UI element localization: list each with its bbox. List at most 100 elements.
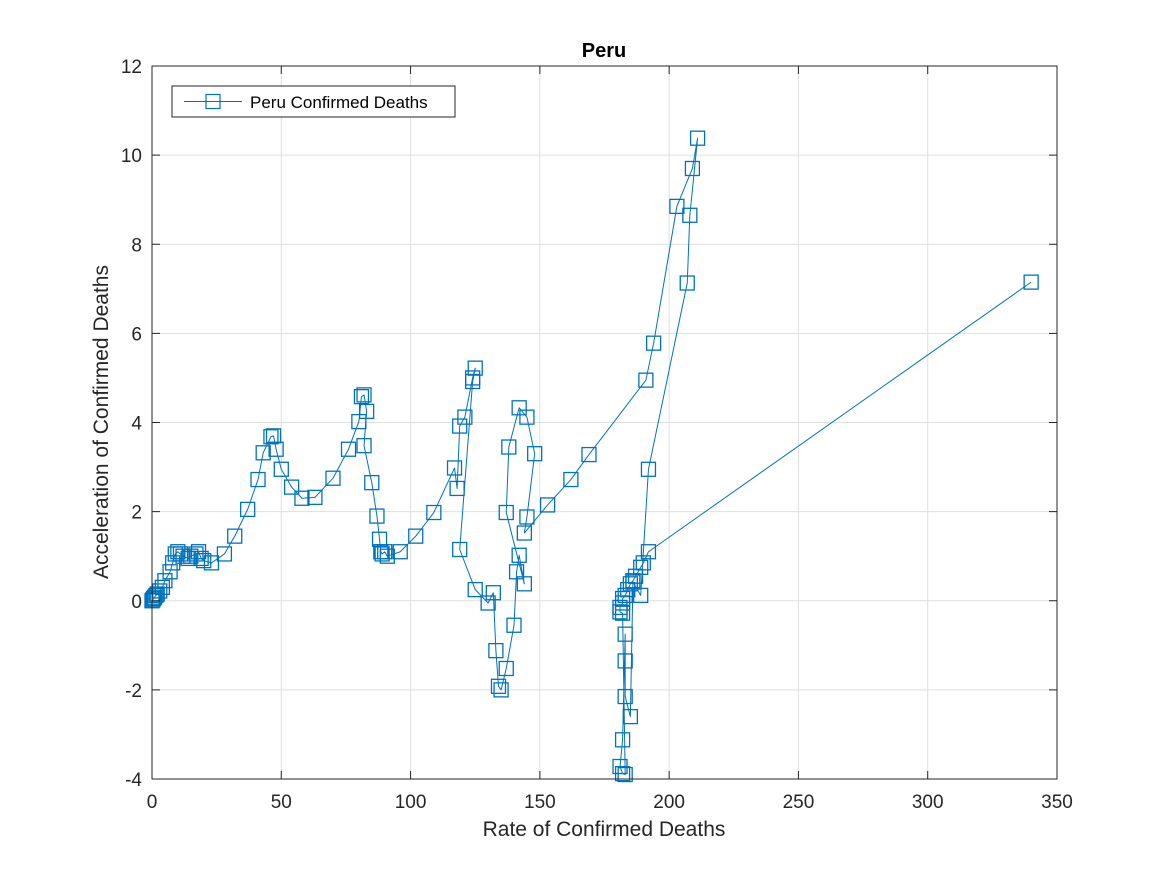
data-point-marker	[614, 605, 631, 621]
data-point-marker	[498, 504, 514, 521]
data-point-marker	[452, 418, 468, 434]
y-tick-label: 6	[131, 324, 142, 345]
data-point-marker	[633, 587, 649, 604]
data-point-marker	[152, 583, 168, 599]
data-point-marker	[294, 490, 310, 506]
data-point-marker	[457, 409, 473, 425]
data-point-marker	[216, 546, 233, 562]
data-point-marker	[379, 548, 395, 564]
y-tick-label: 8	[131, 235, 142, 256]
data-point-marker	[369, 508, 385, 524]
data-point-marker	[617, 653, 633, 669]
data-point-marker	[516, 576, 532, 592]
chart-title: Peru	[582, 40, 626, 62]
data-point-marker	[268, 441, 284, 457]
data-point-marker	[480, 595, 496, 611]
y-tick-label: 12	[121, 57, 142, 78]
data-point-marker	[488, 643, 504, 659]
data-point-marker	[325, 470, 341, 486]
data-point-marker	[464, 373, 481, 390]
data-point-marker	[263, 429, 279, 445]
data-point-marker	[183, 548, 199, 564]
series-line	[151, 137, 1032, 776]
data-point-marker	[679, 275, 695, 291]
data-point-marker	[612, 599, 628, 616]
data-point-marker	[377, 544, 393, 560]
data-point-marker	[356, 438, 372, 454]
data-point-marker	[614, 732, 631, 748]
data-point-marker	[633, 559, 649, 575]
data-point-marker	[614, 766, 631, 782]
data-point-marker	[364, 475, 380, 491]
data-point-marker	[283, 479, 300, 495]
data-point-marker	[467, 581, 483, 598]
x-axis-label: Rate of Confirmed Deaths	[483, 818, 726, 841]
y-tick-label: -2	[125, 681, 142, 702]
data-point-marker	[614, 590, 631, 607]
data-point-marker	[539, 497, 556, 513]
data-point-marker	[240, 501, 256, 518]
data-point-marker	[516, 525, 532, 541]
data-point-marker	[353, 389, 370, 405]
data-point-marker	[506, 617, 522, 633]
data-point-marker	[519, 509, 535, 525]
data-point-marker	[617, 626, 633, 642]
data-point-marker	[485, 585, 501, 601]
x-tick-label: 150	[524, 792, 556, 813]
data-point-marker	[452, 541, 468, 558]
data-point-marker	[255, 445, 271, 461]
legend-series-marker	[205, 93, 221, 110]
data-point-marker	[426, 504, 442, 521]
data-point-marker	[162, 564, 178, 580]
data-point-marker	[408, 528, 424, 544]
data-point-marker	[511, 400, 527, 416]
data-point-marker	[684, 160, 701, 177]
x-tick-labels: 0 50 100 150 200 250 300 350	[147, 792, 1073, 813]
y-tick-label: 0	[131, 592, 142, 613]
legend-series-label: Peru Confirmed Deaths	[250, 93, 428, 112]
data-point-marker	[625, 573, 641, 589]
legend: Peru Confirmed Deaths	[171, 85, 456, 118]
data-point-marker	[620, 581, 636, 598]
data-point-marker	[175, 548, 191, 564]
data-point-marker	[196, 552, 212, 569]
data-point-marker	[392, 544, 408, 560]
series-layer	[144, 130, 1039, 783]
data-point-marker	[617, 587, 633, 604]
data-point-marker	[340, 441, 357, 457]
x-tick-label: 100	[395, 792, 427, 813]
data-point-marker	[498, 660, 514, 677]
data-point-marker	[490, 678, 507, 694]
data-point-marker	[227, 528, 243, 544]
data-point-marker	[356, 387, 372, 403]
data-point-marker	[563, 471, 579, 488]
y-axis-label: Acceleration of Confirmed Deaths	[90, 265, 113, 579]
data-point-marker	[635, 555, 651, 571]
data-point-marker	[511, 547, 527, 563]
data-point-marker	[172, 546, 189, 562]
data-point-marker	[358, 403, 375, 420]
data-point-marker	[508, 564, 525, 580]
x-tick-label: 250	[783, 792, 815, 813]
data-point-marker	[146, 589, 163, 605]
data-point-marker	[669, 198, 685, 215]
data-point-marker	[645, 335, 662, 351]
data-point-marker	[640, 544, 657, 560]
data-point-marker	[351, 413, 367, 430]
y-tick-labels: -4 -2 0 2 4 6 8 10 12	[121, 57, 143, 791]
x-tick-label: 50	[271, 792, 292, 813]
data-point-marker	[273, 461, 289, 477]
data-point-marker	[527, 446, 543, 462]
data-point-marker	[157, 573, 173, 589]
x-tick-label: 300	[912, 792, 944, 813]
tick-marks	[151, 65, 1058, 780]
data-point-marker	[307, 489, 323, 506]
y-tick-label: 2	[131, 503, 142, 524]
x-tick-label: 350	[1041, 792, 1073, 813]
data-point-marker	[449, 480, 465, 497]
data-point-marker	[203, 555, 220, 571]
x-tick-label: 0	[147, 792, 158, 813]
y-tick-label: 4	[131, 414, 142, 435]
